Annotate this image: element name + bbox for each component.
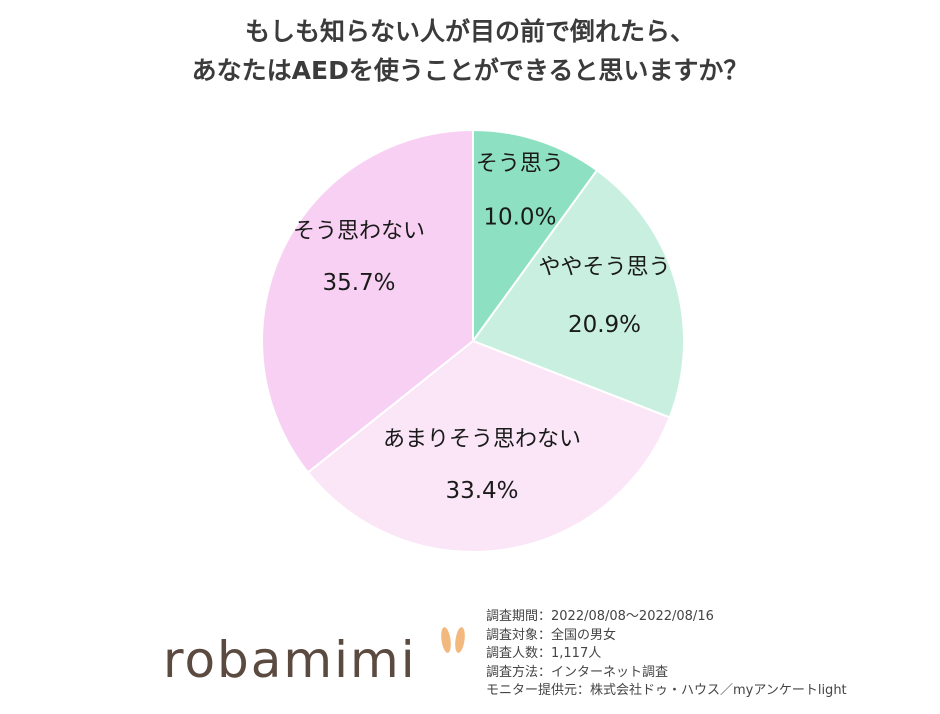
slice-label-2: あまりそう思わない (383, 427, 581, 452)
pie-labels: そう思う 10.0% ややそう思う 20.9% あまりそう思わない 33.4% そう思わない… (293, 152, 671, 505)
survey-period: 調査期間：2022/08/08～2022/08/16 (486, 609, 714, 624)
survey-provider: モニター提供元：株式会社ドゥ・ハウス／myアンケートlight (486, 683, 847, 698)
slice-label-3: そう思わない (293, 219, 425, 244)
pie-slice-2 (306, 339, 671, 553)
slice-value-3: 35.7% (322, 270, 395, 296)
survey-count: 調査人数：1,117人 (486, 646, 602, 661)
slice-value-1: 20.9% (568, 312, 641, 338)
title-line-2: あなたはAEDを使うことができると思いますか？ (191, 56, 749, 85)
robamimi-logo: robamimi (163, 631, 417, 689)
rabbit-ears-icon (441, 627, 465, 653)
slice-value-0: 10.0% (483, 205, 556, 231)
pie-slice-0 (472, 128, 599, 345)
title-line-1: もしも知らない人が目の前で倒れたら、 (244, 17, 695, 46)
slice-value-2: 33.4% (445, 478, 518, 504)
survey-method: 調査方法：インターネット調査 (486, 664, 669, 680)
pie-slice-1 (471, 168, 685, 419)
chart-title: もしも知らない人が目の前で倒れたら、 あなたはAEDを使うことができると思います… (0, 12, 940, 90)
slice-label-1: ややそう思う (538, 255, 670, 280)
survey-target: 調査対象：全国の男女 (486, 627, 617, 643)
pie-slice-3 (261, 128, 474, 474)
slice-label-0: そう思う (476, 152, 564, 177)
survey-notes: 調査期間：2022/08/08～2022/08/16 調査対象：全国の男女 調査… (486, 608, 847, 701)
pie-slices (261, 128, 685, 553)
